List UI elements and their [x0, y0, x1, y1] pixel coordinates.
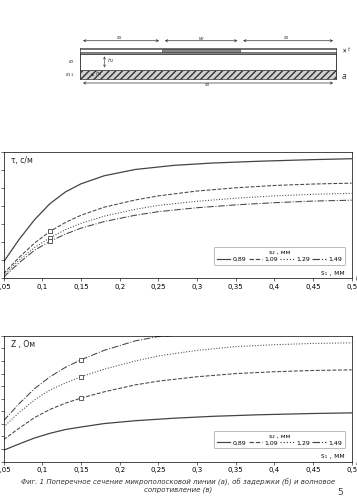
Text: $s_1$: $s_1$	[116, 34, 123, 42]
Bar	[80, 52, 336, 53]
Bar	[80, 48, 336, 49]
Text: $h_1$: $h_1$	[95, 69, 102, 78]
Bar	[80, 70, 336, 79]
Text: $\varepsilon_{11}$: $\varepsilon_{11}$	[65, 71, 75, 79]
Text: 5: 5	[337, 488, 343, 497]
Text: $\varepsilon_2$: $\varepsilon_2$	[68, 58, 75, 66]
Text: б: б	[356, 274, 357, 283]
Text: $t$: $t$	[347, 45, 351, 53]
Text: $h_2$: $h_2$	[107, 56, 114, 65]
Bar	[80, 53, 336, 70]
Text: $w$: $w$	[198, 34, 204, 41]
Text: s₁ , мм: s₁ , мм	[321, 269, 345, 275]
Text: τ, с/м: τ, с/м	[11, 156, 32, 165]
Text: Фиг. 1 Поперечное сечение микрополосковой линии (а), об задержки (б) и волновое
: Фиг. 1 Поперечное сечение микрополосково…	[21, 478, 336, 493]
Text: s₁ , мм: s₁ , мм	[321, 453, 345, 459]
Text: $s_2$: $s_2$	[283, 34, 290, 42]
Text: в: в	[356, 458, 357, 467]
Bar	[162, 49, 240, 52]
Text: Z , Ом: Z , Ом	[11, 340, 35, 349]
Legend: 0,89, 1,09, 1,29, 1,49: 0,89, 1,09, 1,29, 1,49	[213, 247, 345, 265]
Text: а: а	[341, 72, 346, 81]
Legend: 0,89, 1,09, 1,29, 1,49: 0,89, 1,09, 1,29, 1,49	[213, 431, 345, 449]
Text: $s_2$: $s_2$	[204, 81, 211, 89]
